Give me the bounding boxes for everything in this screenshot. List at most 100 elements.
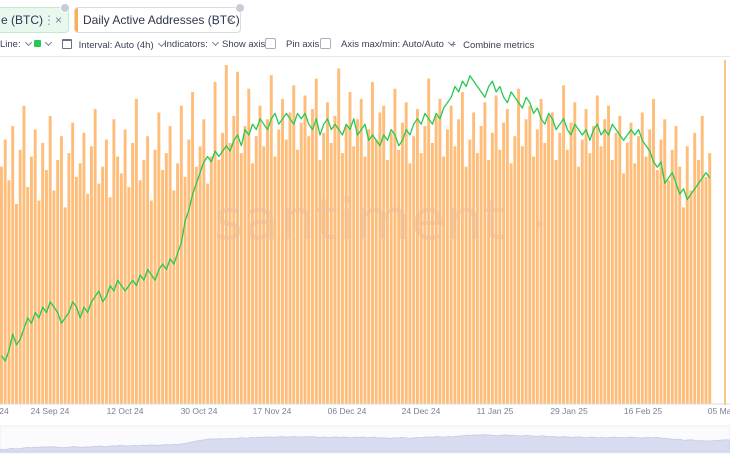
- bar: [7, 180, 11, 404]
- drag-handle-icon[interactable]: [60, 3, 70, 13]
- bar: [472, 112, 476, 405]
- bar: [67, 153, 71, 404]
- bar: [56, 159, 60, 404]
- bar: [565, 149, 569, 404]
- bar: [239, 153, 243, 404]
- x-tick-label: 16 Feb 25: [624, 406, 663, 416]
- bar: [101, 166, 105, 404]
- bar: [487, 159, 491, 404]
- more-options-icon[interactable]: ⋮: [43, 13, 55, 27]
- indicators-select[interactable]: Indicators:: [164, 38, 219, 50]
- bar: [273, 156, 277, 404]
- bar: [311, 109, 314, 404]
- bar: [119, 173, 123, 404]
- line-style-select[interactable]: Line:: [0, 38, 32, 50]
- drag-handle-icon[interactable]: [235, 3, 245, 13]
- bar: [63, 207, 67, 404]
- interval-select[interactable]: Interval: Auto (4h): [62, 39, 165, 51]
- bar: [618, 115, 622, 404]
- bar: [3, 139, 7, 404]
- bar: [123, 129, 127, 404]
- bar: [71, 122, 75, 404]
- bar: [389, 132, 393, 405]
- bar: [393, 88, 397, 405]
- bar-series-daily-active-addresses: [0, 65, 712, 405]
- bar: [539, 98, 543, 405]
- bar: [356, 119, 359, 405]
- bar: [22, 105, 26, 405]
- close-icon[interactable]: ×: [227, 13, 235, 27]
- bar: [382, 105, 386, 405]
- bar: [430, 142, 434, 404]
- bar: [419, 153, 423, 404]
- show-axis-checkbox[interactable]: [265, 38, 276, 49]
- pin-axis-checkbox[interactable]: [320, 38, 331, 49]
- bar: [408, 163, 412, 404]
- metric-tab-daily-active-addresses[interactable]: Daily Active Addresses (BTC) ⋮ ×: [74, 3, 245, 33]
- bar: [191, 92, 195, 404]
- pin-axis-toggle[interactable]: Pin axis: [286, 39, 319, 50]
- bar: [577, 166, 581, 404]
- bar: [29, 156, 33, 404]
- bar: [370, 81, 374, 404]
- bar: [434, 115, 438, 404]
- bar: [153, 149, 157, 404]
- bar: [442, 156, 446, 404]
- bar: [532, 156, 536, 404]
- combine-metrics-label: Combine metrics: [463, 40, 535, 51]
- chart-canvas[interactable]: 24 24 Sep 24 12 Oct 24 30 Oct 24 17 Nov 24 06…: [0, 57, 730, 457]
- bar: [603, 119, 607, 405]
- metric-tab-label: Daily Active Addresses (BTC): [83, 13, 240, 27]
- bar: [299, 122, 303, 404]
- bar: [689, 190, 693, 404]
- bar: [292, 85, 296, 404]
- bar: [374, 139, 378, 404]
- bar: [314, 78, 318, 404]
- bar: [550, 112, 554, 405]
- bar: [633, 163, 637, 404]
- bar: [11, 126, 15, 405]
- bar: [183, 176, 187, 404]
- bar: [217, 159, 221, 404]
- bar: [352, 146, 356, 405]
- bar: [269, 75, 273, 405]
- bar: [59, 136, 63, 404]
- show-axis-toggle[interactable]: Show axis: [222, 39, 265, 50]
- bar: [588, 153, 592, 404]
- bar: [206, 183, 210, 404]
- bar: [595, 95, 599, 404]
- x-tick-label: 06 Dec 24: [328, 406, 367, 416]
- axis-maxmin-select[interactable]: Axis max/min: Auto/Auto: [341, 38, 456, 50]
- bar: [397, 149, 401, 404]
- bar: [562, 85, 566, 404]
- bar: [326, 102, 329, 404]
- x-tick-label: 11 Jan 25: [477, 406, 514, 416]
- indicators-label: Indicators:: [164, 39, 208, 50]
- color-select[interactable]: [34, 38, 53, 50]
- bar: [610, 159, 614, 404]
- plus-icon: +: [450, 39, 457, 51]
- bar: [89, 146, 93, 405]
- combine-metrics-button[interactable]: + Combine metrics: [450, 39, 534, 51]
- bar: [693, 132, 697, 405]
- bar: [569, 122, 573, 404]
- more-options-icon[interactable]: ⋮: [210, 13, 222, 27]
- bar: [168, 126, 172, 405]
- range-navigator[interactable]: [0, 425, 730, 454]
- bar: [344, 126, 348, 405]
- bar: [449, 105, 453, 405]
- bar: [580, 139, 584, 404]
- metric-tab-price[interactable]: e (BTC) ⋮ ×: [0, 3, 70, 33]
- x-tick-label: 24: [0, 406, 9, 416]
- bar: [685, 146, 689, 405]
- bar: [652, 98, 655, 405]
- close-icon[interactable]: ×: [55, 13, 63, 27]
- bar: [236, 71, 239, 404]
- bar: [558, 132, 562, 405]
- bar: [535, 129, 539, 404]
- bar: [682, 207, 685, 404]
- bar: [52, 190, 56, 404]
- bar: [498, 149, 502, 404]
- bar: [341, 153, 344, 404]
- bar: [607, 105, 610, 405]
